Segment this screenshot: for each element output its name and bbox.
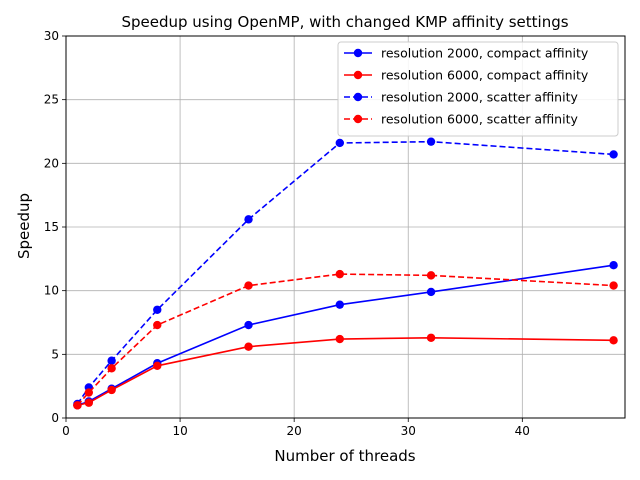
y-tick-label: 30 — [44, 29, 59, 43]
data-point — [84, 388, 94, 397]
series-2 — [73, 333, 618, 410]
data-point — [244, 320, 253, 330]
data-point — [153, 361, 162, 370]
data-point — [244, 281, 253, 290]
axis-ticks: 0 10 20 30 40 0 5 10 15 20 25 30 — [44, 29, 530, 438]
data-point — [335, 300, 344, 309]
x-tick-label: 30 — [401, 424, 416, 438]
plot-series — [73, 137, 618, 410]
data-point — [335, 334, 344, 344]
data-point — [153, 320, 162, 330]
series-line — [76, 273, 614, 406]
legend-item: resolution 6000, scatter affinity — [344, 112, 578, 127]
legend-marker — [353, 48, 363, 58]
data-point — [609, 150, 618, 159]
y-tick-label: 10 — [44, 284, 59, 298]
data-point — [84, 398, 94, 407]
data-point — [153, 305, 162, 314]
y-tick-label: 5 — [51, 347, 59, 361]
legend-box — [337, 41, 619, 137]
data-point — [426, 287, 436, 297]
data-point — [244, 215, 253, 224]
data-point — [107, 364, 116, 373]
legend-item: resolution 2000, scatter affinity — [344, 90, 578, 105]
series-line — [77, 264, 614, 407]
x-tick-label: 0 — [62, 424, 70, 438]
data-point — [335, 269, 344, 279]
data-point — [426, 333, 436, 342]
data-point — [107, 385, 116, 395]
legend-label: resolution 6000, compact affinity — [381, 68, 589, 83]
x-tick-label: 10 — [172, 424, 187, 438]
y-tick-label: 25 — [44, 93, 59, 107]
data-point — [244, 342, 253, 351]
data-point — [609, 261, 618, 270]
y-tick-label: 0 — [51, 411, 59, 425]
legend-marker — [353, 92, 363, 102]
series-1 — [73, 261, 618, 410]
y-tick-label: 20 — [44, 156, 59, 170]
chart-title: Speedup using OpenMP, with changed KMP a… — [121, 13, 568, 31]
x-tick-label: 40 — [515, 424, 530, 438]
legend-item: resolution 6000, compact affinity — [344, 68, 589, 83]
x-tick-label: 20 — [287, 424, 302, 438]
legend: resolution 2000, compact affinity resolut… — [337, 41, 619, 137]
data-point — [609, 281, 618, 290]
legend-marker — [353, 70, 363, 80]
data-point — [107, 356, 116, 365]
legend-label: resolution 2000, scatter affinity — [381, 90, 578, 105]
series-4 — [73, 269, 618, 410]
legend-marker — [353, 114, 363, 124]
data-point — [73, 401, 82, 410]
data-point — [335, 138, 344, 148]
legend-label: resolution 2000, compact affinity — [381, 46, 589, 61]
data-point — [426, 271, 436, 280]
y-axis-label: Speedup — [15, 193, 33, 259]
data-point — [426, 137, 436, 146]
x-axis-label: Number of threads — [274, 447, 415, 465]
legend-item: resolution 2000, compact affinity — [344, 46, 589, 61]
data-point — [609, 336, 618, 345]
legend-label: resolution 6000, scatter affinity — [381, 112, 578, 127]
y-tick-label: 15 — [44, 220, 59, 234]
series-line — [77, 336, 614, 407]
